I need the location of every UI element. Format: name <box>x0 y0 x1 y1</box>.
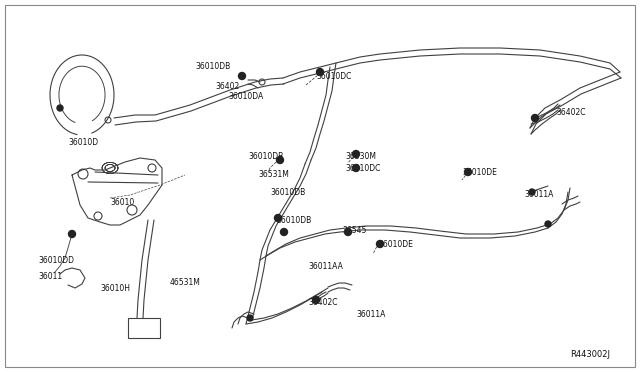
Text: 36010DE: 36010DE <box>462 168 497 177</box>
Text: 36010DB: 36010DB <box>195 62 230 71</box>
Circle shape <box>353 151 360 157</box>
Circle shape <box>465 169 472 176</box>
Text: 36010DE: 36010DE <box>378 240 413 249</box>
Circle shape <box>280 228 287 235</box>
Text: 36531M: 36531M <box>258 170 289 179</box>
Text: 36010DB: 36010DB <box>276 216 311 225</box>
Circle shape <box>545 221 551 227</box>
Circle shape <box>312 296 319 304</box>
Text: 36530M: 36530M <box>345 152 376 161</box>
Text: 36010H: 36010H <box>100 284 130 293</box>
Circle shape <box>57 105 63 111</box>
Circle shape <box>353 164 360 171</box>
Text: 36010DC: 36010DC <box>345 164 380 173</box>
Text: 36010DA: 36010DA <box>228 92 263 101</box>
Text: 36010D: 36010D <box>68 138 98 147</box>
Text: R443002J: R443002J <box>570 350 610 359</box>
Circle shape <box>68 231 76 237</box>
Circle shape <box>276 157 284 164</box>
Text: 36010DC: 36010DC <box>316 72 351 81</box>
Text: 36010DD: 36010DD <box>38 256 74 265</box>
Circle shape <box>247 315 253 321</box>
Circle shape <box>317 68 323 76</box>
Text: 36011AA: 36011AA <box>308 262 343 271</box>
Text: 36402: 36402 <box>215 82 239 91</box>
Text: 36402C: 36402C <box>308 298 337 307</box>
Bar <box>128 318 160 338</box>
Circle shape <box>275 215 282 221</box>
Text: 36011: 36011 <box>38 272 62 281</box>
Text: 36545: 36545 <box>342 226 366 235</box>
Text: 36010DB: 36010DB <box>270 188 305 197</box>
Circle shape <box>239 73 246 80</box>
Circle shape <box>344 228 351 235</box>
Text: 36011A: 36011A <box>356 310 385 319</box>
Text: 36402C: 36402C <box>556 108 586 117</box>
Text: 46531M: 46531M <box>170 278 201 287</box>
Circle shape <box>529 189 535 195</box>
Text: 36010DB: 36010DB <box>248 152 284 161</box>
Text: 36010: 36010 <box>110 198 134 207</box>
Circle shape <box>376 241 383 247</box>
Text: 36011A: 36011A <box>524 190 554 199</box>
Circle shape <box>531 115 538 122</box>
